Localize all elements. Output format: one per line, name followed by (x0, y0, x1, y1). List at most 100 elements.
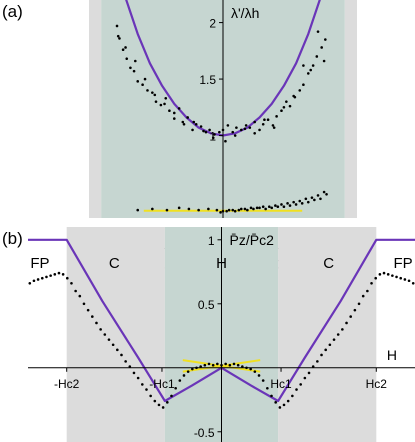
data-point (136, 376, 140, 380)
data-point (316, 194, 320, 197)
y-tick-label: -0.5 (194, 426, 215, 440)
data-point (298, 199, 302, 203)
data-point (276, 205, 280, 209)
data-point (207, 207, 210, 211)
data-point (370, 282, 373, 285)
data-point (386, 273, 390, 276)
data-point (164, 96, 168, 100)
data-point (320, 353, 323, 357)
data-point (154, 100, 158, 103)
data-point (235, 126, 238, 129)
data-point (182, 122, 186, 126)
data-point (211, 363, 215, 367)
data-point (124, 360, 127, 363)
region-label: H (216, 255, 227, 272)
data-point (157, 403, 161, 407)
data-point (395, 275, 398, 279)
x-tick-label: -Hc1 (149, 377, 175, 391)
data-point (32, 279, 36, 283)
data-point (203, 363, 207, 367)
data-point (161, 406, 165, 409)
data-point (143, 77, 147, 81)
data-point (215, 208, 219, 212)
data-point (233, 209, 237, 213)
data-point (241, 365, 244, 368)
data-point (129, 66, 132, 70)
data-point (361, 294, 365, 298)
data-point (311, 365, 315, 368)
data-point (294, 203, 298, 206)
data-point (191, 367, 194, 371)
data-point (146, 89, 149, 92)
region-label: FP (394, 255, 413, 272)
data-point (307, 371, 311, 375)
data-point (282, 403, 286, 407)
region-label: C (109, 255, 120, 272)
data-point (272, 126, 276, 129)
data-point (311, 64, 315, 67)
data-point (286, 399, 290, 403)
data-point (36, 278, 40, 281)
data-point (258, 206, 261, 210)
data-point (211, 136, 215, 140)
data-point (216, 362, 219, 366)
data-point (186, 116, 189, 119)
panel-label: (b) (2, 229, 23, 248)
panel-label: (a) (2, 2, 23, 21)
data-point (116, 34, 120, 38)
data-point (252, 207, 255, 211)
data-point (264, 207, 267, 211)
data-point (292, 94, 295, 98)
data-point (316, 360, 319, 363)
data-point (288, 204, 292, 207)
data-point (266, 386, 269, 390)
x-tick-label: -Hc2 (54, 377, 80, 391)
data-point (141, 83, 144, 87)
data-point (103, 333, 107, 336)
data-point (374, 276, 378, 280)
data-point (172, 111, 176, 115)
data-point (243, 207, 247, 211)
data-point (202, 129, 205, 133)
data-point (49, 274, 52, 277)
data-point (225, 209, 228, 213)
data-point (320, 46, 323, 49)
data-point (192, 120, 196, 124)
data-point (407, 279, 411, 283)
data-point (244, 124, 248, 127)
data-point (208, 128, 211, 132)
x-axis-label: H (387, 347, 397, 363)
data-point (310, 196, 314, 199)
data-point (261, 205, 265, 209)
data-point (124, 46, 127, 49)
data-point (236, 363, 240, 367)
background-band (278, 227, 377, 442)
data-point (199, 125, 203, 128)
data-point (253, 120, 256, 124)
data-point (233, 134, 237, 137)
data-point (174, 386, 177, 390)
data-point (141, 383, 144, 386)
data-point (246, 208, 249, 212)
data-point (163, 102, 166, 106)
data-point (151, 207, 154, 211)
data-point (258, 128, 261, 132)
data-point (282, 106, 286, 109)
data-point (151, 91, 154, 94)
data-point (257, 374, 261, 377)
data-point (168, 109, 171, 112)
data-point (166, 401, 169, 404)
data-point (182, 374, 186, 377)
data-point (194, 122, 198, 126)
data-point (266, 118, 270, 122)
data-point (172, 117, 176, 120)
data-point (45, 275, 48, 279)
data-point (304, 197, 308, 201)
data-point (286, 202, 289, 205)
data-point (57, 271, 61, 275)
data-point (411, 282, 415, 285)
data-point (74, 289, 77, 293)
data-point (111, 343, 115, 347)
data-point (132, 69, 136, 73)
data-point (231, 130, 235, 134)
